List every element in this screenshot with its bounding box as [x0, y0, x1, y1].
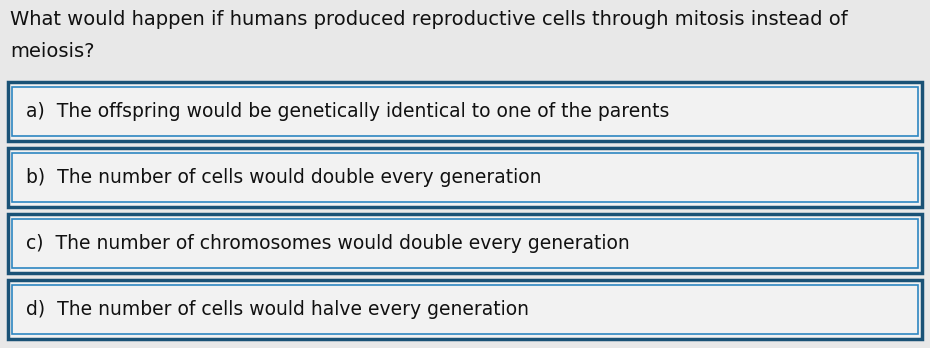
- Text: b)  The number of cells would double every generation: b) The number of cells would double ever…: [26, 168, 541, 187]
- Text: d)  The number of cells would halve every generation: d) The number of cells would halve every…: [26, 300, 529, 319]
- Text: c)  The number of chromosomes would double every generation: c) The number of chromosomes would doubl…: [26, 234, 630, 253]
- Bar: [8, 82, 922, 141]
- Bar: [12, 87, 918, 136]
- Bar: [12, 219, 918, 268]
- Text: a)  The offspring would be genetically identical to one of the parents: a) The offspring would be genetically id…: [26, 102, 670, 121]
- Bar: [8, 280, 922, 339]
- Bar: [8, 214, 922, 273]
- Text: meiosis?: meiosis?: [10, 42, 95, 61]
- Text: What would happen if humans produced reproductive cells through mitosis instead : What would happen if humans produced rep…: [10, 10, 848, 29]
- Bar: [12, 285, 918, 334]
- Bar: [8, 148, 922, 207]
- Bar: [12, 153, 918, 202]
